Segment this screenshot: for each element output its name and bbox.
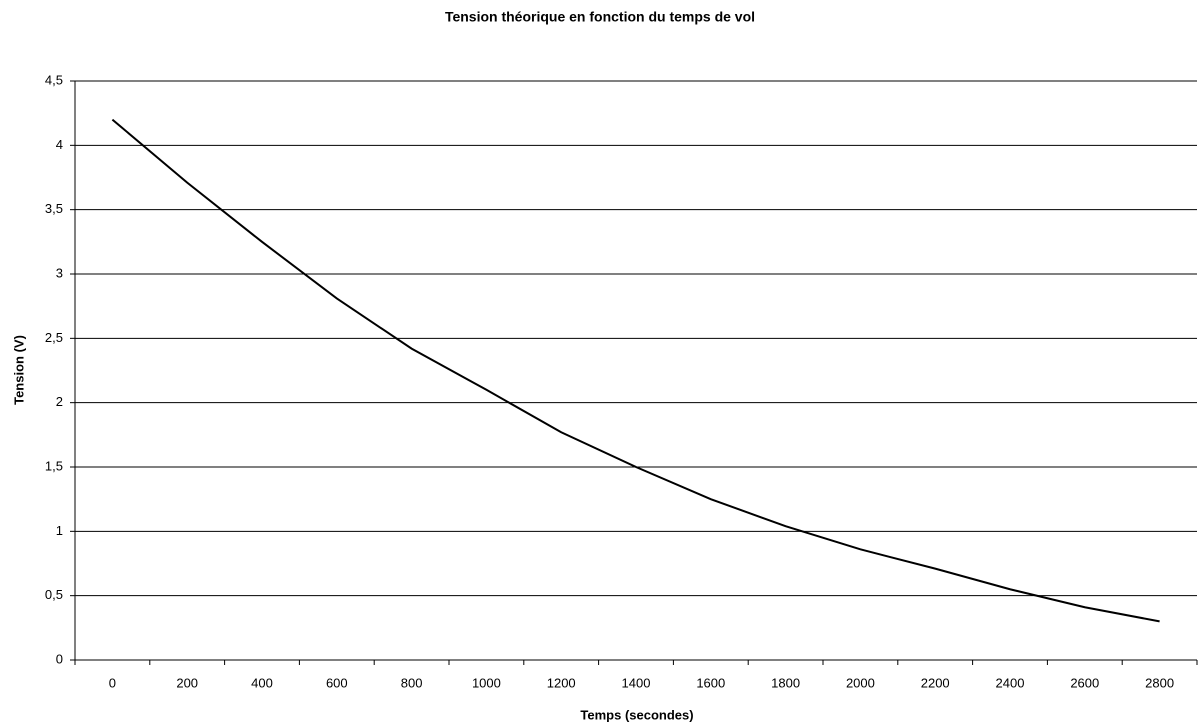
x-tick-label: 2000 bbox=[846, 675, 875, 690]
y-tick-label: 1 bbox=[56, 523, 63, 538]
x-tick-label: 1200 bbox=[547, 675, 576, 690]
x-tick-label: 1400 bbox=[622, 675, 651, 690]
x-tick-label: 200 bbox=[176, 675, 198, 690]
y-tick-label: 3 bbox=[56, 265, 63, 280]
y-tick-label: 0 bbox=[56, 651, 63, 666]
x-tick-label: 2200 bbox=[921, 675, 950, 690]
x-tick-label: 2600 bbox=[1070, 675, 1099, 690]
chart-title: Tension théorique en fonction du temps d… bbox=[445, 9, 755, 25]
y-tick-label: 1,5 bbox=[45, 458, 63, 473]
y-tick-label: 4 bbox=[56, 137, 63, 152]
y-axis-title: Tension (V) bbox=[11, 335, 26, 405]
y-tick-label: 2 bbox=[56, 394, 63, 409]
y-tick-label: 3,5 bbox=[45, 201, 63, 216]
x-tick-label: 2400 bbox=[996, 675, 1025, 690]
x-tick-label: 2800 bbox=[1145, 675, 1174, 690]
x-tick-label: 1800 bbox=[771, 675, 800, 690]
x-tick-label: 1600 bbox=[696, 675, 725, 690]
y-tick-label: 2,5 bbox=[45, 330, 63, 345]
x-axis-title: Temps (secondes) bbox=[580, 707, 693, 722]
y-tick-label: 4,5 bbox=[45, 72, 63, 87]
x-tick-label: 400 bbox=[251, 675, 273, 690]
line-series bbox=[111, 118, 1160, 623]
x-tick-label: 1000 bbox=[472, 675, 501, 690]
x-tick-label: 0 bbox=[109, 675, 116, 690]
y-tick-label: 0,5 bbox=[45, 587, 63, 602]
x-tick-label: 600 bbox=[326, 675, 348, 690]
x-tick-label: 800 bbox=[401, 675, 423, 690]
